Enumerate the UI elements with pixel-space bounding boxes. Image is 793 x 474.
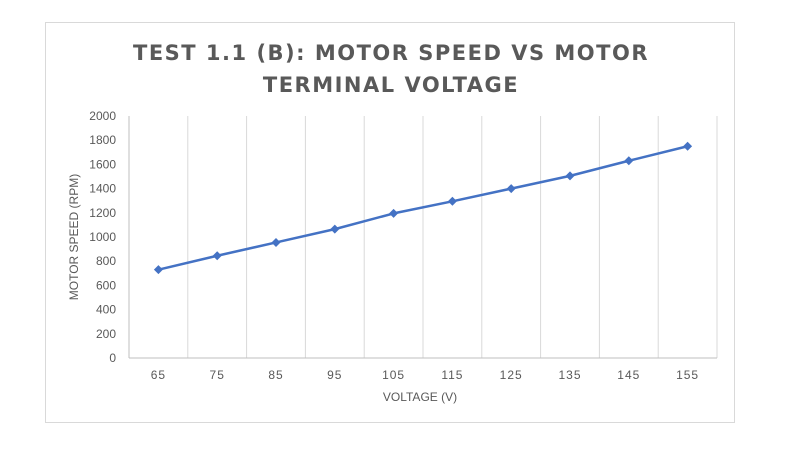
data-point bbox=[565, 171, 575, 181]
y-tick-label: 600 bbox=[96, 278, 116, 292]
data-point bbox=[271, 237, 281, 247]
data-point bbox=[389, 208, 399, 218]
series-line bbox=[158, 145, 688, 271]
y-tick-label: 1600 bbox=[89, 157, 116, 171]
y-tick-label: 800 bbox=[96, 254, 116, 268]
axes bbox=[128, 116, 717, 359]
data-point bbox=[683, 141, 693, 151]
x-axis-label: VOLTAGE (V) bbox=[383, 390, 457, 404]
data-point bbox=[506, 184, 516, 194]
data-point bbox=[330, 224, 340, 234]
y-tick-label: 400 bbox=[96, 303, 116, 317]
chart-title-line-2: TERMINAL VOLTAGE bbox=[262, 73, 520, 97]
y-tick-label: 1000 bbox=[89, 230, 116, 244]
y-axis-label: MOTOR SPEED (RPM) bbox=[67, 174, 81, 300]
x-tick-labels: 65 75 85 95 105 115 125 135 145 155 bbox=[151, 368, 699, 382]
x-tick-label: 75 bbox=[210, 368, 225, 382]
x-tick-label: 145 bbox=[617, 368, 640, 382]
chart-title-line-1: TEST 1.1 (B): MOTOR SPEED VS MOTOR bbox=[133, 41, 649, 65]
x-tick-label: 115 bbox=[441, 368, 463, 382]
y-tick-label: 0 bbox=[109, 351, 116, 365]
chart-title: TEST 1.1 (B): MOTOR SPEED VS MOTOR TERMI… bbox=[46, 37, 736, 101]
data-point bbox=[212, 251, 222, 261]
y-tick-label: 1400 bbox=[89, 182, 116, 196]
x-tick-label: 105 bbox=[382, 368, 405, 382]
data-point bbox=[153, 265, 163, 275]
x-tick-label: 135 bbox=[558, 368, 581, 382]
x-tick-label: 85 bbox=[268, 368, 283, 382]
data-point bbox=[624, 156, 634, 166]
x-tick-label: 65 bbox=[151, 368, 166, 382]
y-tick-label: 2000 bbox=[89, 109, 116, 123]
y-tick-label: 1800 bbox=[89, 133, 116, 147]
x-tick-label: 155 bbox=[676, 368, 699, 382]
gridlines bbox=[187, 116, 718, 358]
y-tick-label: 1200 bbox=[89, 206, 116, 220]
x-tick-label: 125 bbox=[500, 368, 523, 382]
data-series bbox=[153, 141, 693, 275]
x-tick-label: 95 bbox=[327, 368, 342, 382]
chart-area: TEST 1.1 (B): MOTOR SPEED VS MOTOR TERMI… bbox=[45, 22, 735, 423]
y-tick-labels: 0 200 400 600 800 1000 1200 1400 1600 1800 2000 bbox=[89, 109, 116, 365]
y-tick-label: 200 bbox=[96, 327, 116, 341]
data-point bbox=[447, 196, 457, 206]
